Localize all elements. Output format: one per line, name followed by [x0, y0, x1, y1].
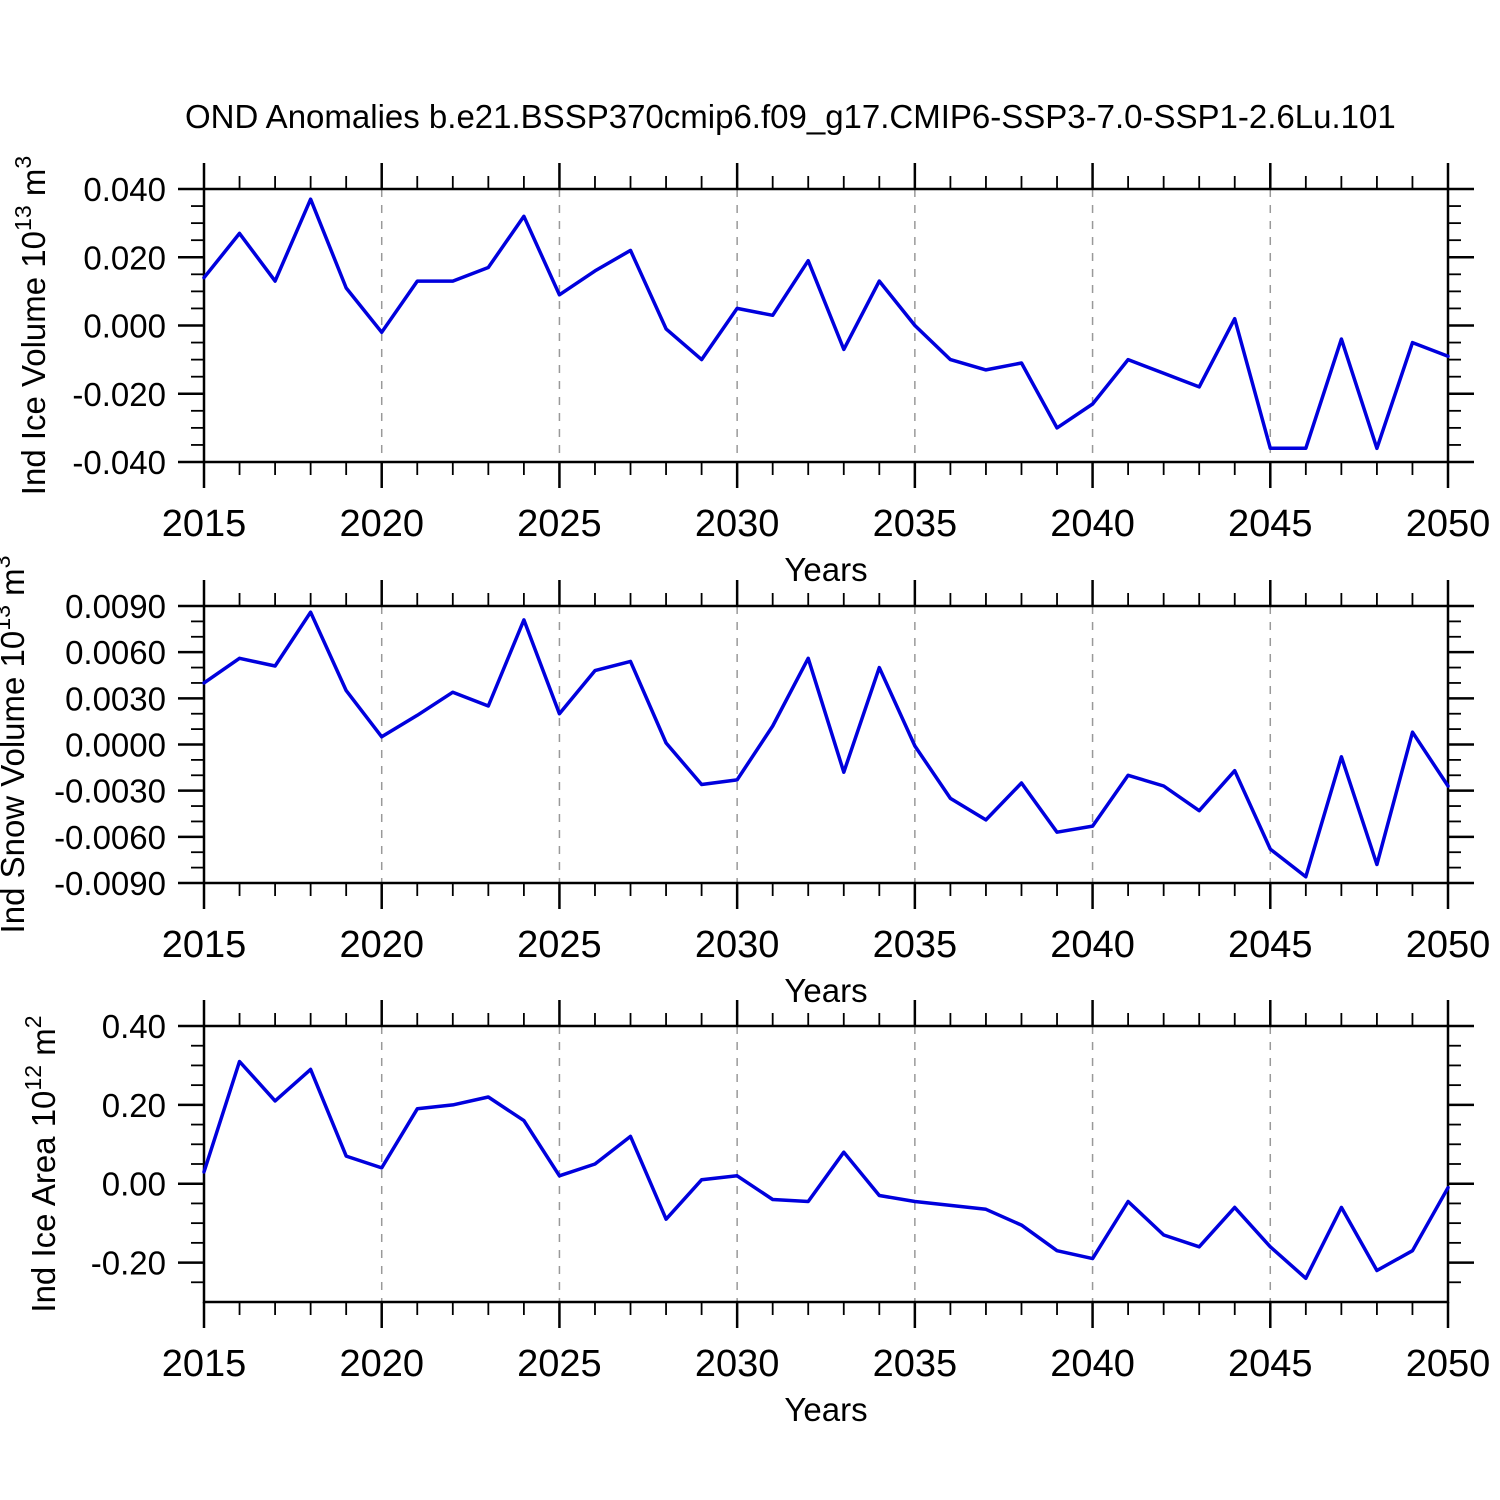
x-tick-label: 2025 [517, 924, 602, 966]
y-tick-labels: 0.40 0.20 0.00 -0.20 [91, 1008, 166, 1282]
y-tick-label: -0.0060 [54, 819, 166, 856]
y-axis-title: Ind Ice Volume 1013 m3 [10, 156, 52, 495]
x-tick-label: 2050 [1406, 503, 1491, 545]
x-tick-labels: 2015 2020 2025 2030 2035 2040 2045 2050 [162, 924, 1491, 966]
x-tick-label: 2020 [339, 924, 424, 966]
x-tick-label: 2025 [517, 1343, 602, 1385]
y-ticks [178, 604, 1474, 885]
data-line-2 [202, 610, 1450, 879]
y-tick-label: 0.0090 [65, 588, 166, 625]
x-tick-label: 2030 [695, 503, 780, 545]
x-tick-label: 2045 [1228, 924, 1313, 966]
plot-frame [202, 604, 1450, 885]
x-axis-title: Years [784, 551, 867, 588]
x-tick-label: 2035 [873, 503, 958, 545]
y-axis-title: Ind Ice Area 1012 m2 [20, 1015, 62, 1312]
y-tick-label: -0.040 [72, 444, 166, 481]
y-tick-labels: 0.0090 0.0060 0.0030 0.0000 -0.0030 -0.0060 -0… [54, 588, 166, 902]
x-axis-title: Years [784, 972, 867, 1009]
x-ticks [202, 1000, 1450, 1328]
gridlines [380, 606, 1272, 883]
y-tick-label: 0.40 [102, 1008, 166, 1045]
x-tick-label: 2015 [162, 503, 247, 545]
plot-frame [202, 1024, 1450, 1304]
x-tick-label: 2030 [695, 924, 780, 966]
data-line-1 [202, 197, 1450, 451]
x-tick-labels: 2015 2020 2025 2030 2035 2040 2045 2050 [162, 1343, 1491, 1385]
y-tick-label: 0.0030 [65, 680, 166, 717]
x-tick-label: 2035 [873, 1343, 958, 1385]
x-ticks [202, 580, 1450, 909]
x-tick-label: 2045 [1228, 1343, 1313, 1385]
panel-3: 0.40 0.20 0.00 -0.20 2015 2020 2025 2030 2035 204… [20, 1000, 1490, 1428]
x-tick-label: 2025 [517, 503, 602, 545]
y-tick-label: 0.00 [102, 1166, 166, 1203]
x-tick-label: 2020 [339, 503, 424, 545]
y-tick-label: -0.20 [91, 1245, 166, 1282]
chart-title: OND Anomalies b.e21.BSSP370cmip6.f09_g17… [185, 98, 1396, 135]
gridlines [380, 1026, 1272, 1302]
panel-2: 0.0090 0.0060 0.0030 0.0000 -0.0030 -0.0060 -0… [0, 556, 1490, 1009]
y-tick-label: 0.0000 [65, 727, 166, 764]
x-tick-label: 2050 [1406, 1343, 1491, 1385]
y-axis-title: Ind Snow Volume 1013 m3 [0, 556, 31, 934]
x-tick-label: 2040 [1050, 503, 1135, 545]
x-tick-label: 2040 [1050, 924, 1135, 966]
y-tick-label: -0.020 [72, 376, 166, 413]
y-tick-label: 0.20 [102, 1087, 166, 1124]
x-tick-label: 2050 [1406, 924, 1491, 966]
y-tick-labels: 0.040 0.020 0.000 -0.020 -0.040 [72, 171, 166, 481]
gridlines [380, 189, 1272, 462]
x-ticks [202, 163, 1450, 488]
x-tick-label: 2045 [1228, 503, 1313, 545]
y-tick-label: 0.040 [83, 171, 166, 208]
data-line-3 [202, 1059, 1450, 1281]
x-tick-label: 2030 [695, 1343, 780, 1385]
x-tick-label: 2015 [162, 1343, 247, 1385]
x-tick-label: 2035 [873, 924, 958, 966]
y-ticks [178, 1024, 1474, 1284]
x-tick-label: 2040 [1050, 1343, 1135, 1385]
x-tick-label: 2015 [162, 924, 247, 966]
y-ticks [178, 187, 1474, 464]
y-tick-label: -0.0090 [54, 865, 166, 902]
x-tick-label: 2020 [339, 1343, 424, 1385]
x-axis-title: Years [784, 1391, 867, 1428]
y-tick-label: 0.000 [83, 308, 166, 345]
y-tick-label: -0.0030 [54, 773, 166, 810]
y-tick-label: 0.0060 [65, 634, 166, 671]
x-tick-labels: 2015 2020 2025 2030 2035 2040 2045 2050 [162, 503, 1491, 545]
y-tick-label: 0.020 [83, 239, 166, 276]
